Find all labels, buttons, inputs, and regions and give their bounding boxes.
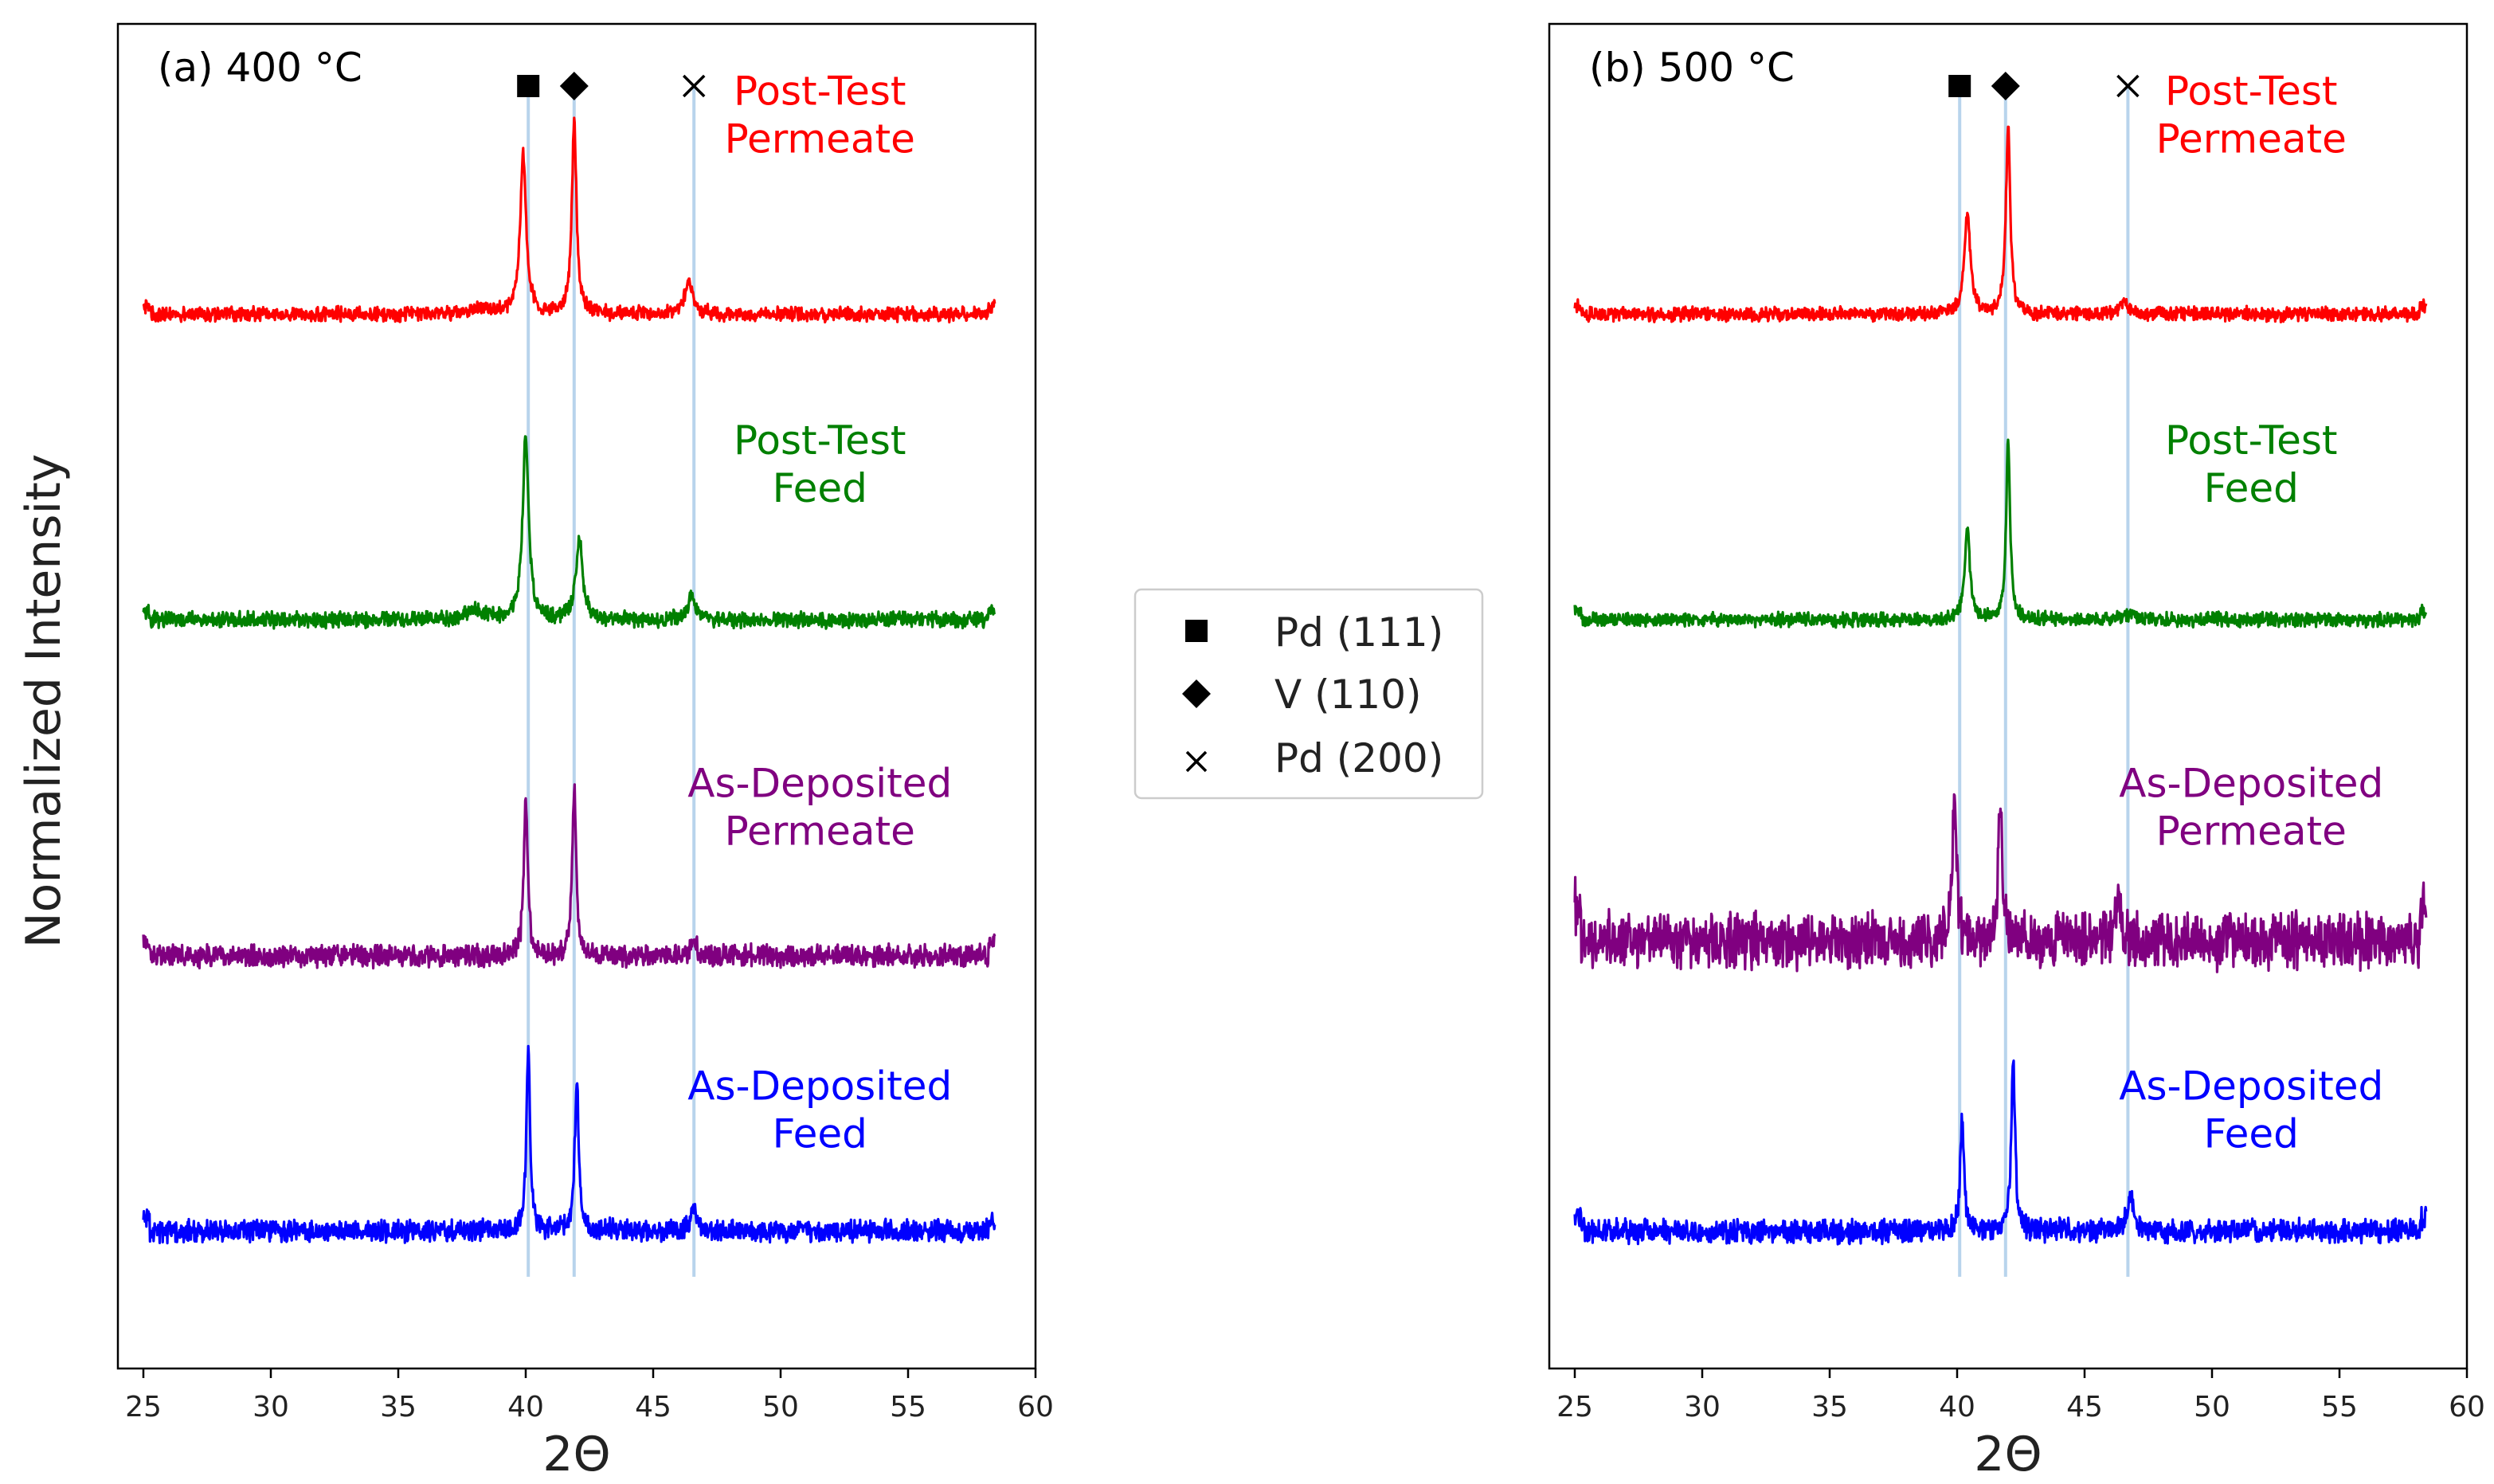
panel-a-400c: Post-Test Permeate Post-Test Feed As-Deposit… xyxy=(116,22,1054,1482)
x-tick-label: 35 xyxy=(1811,1391,1848,1423)
legend-frame xyxy=(1133,588,1484,800)
series-line-as-deposited-feed xyxy=(1573,1059,2428,1246)
series-label-as-deposited-feed: As-Deposited Feed xyxy=(687,1063,952,1157)
legend-cross-icon xyxy=(1185,750,1208,773)
series-line-post-test-permeate xyxy=(1573,125,2428,323)
x-tick-label: 50 xyxy=(762,1391,799,1423)
marker-square-icon xyxy=(517,75,540,97)
series-line-post-test-feed xyxy=(142,435,996,630)
x-tick-label: 45 xyxy=(635,1391,671,1423)
series-label-as-deposited-feed: As-Deposited Feed xyxy=(2119,1063,2383,1157)
plot-frame xyxy=(1548,22,2469,1370)
x-axis-label: 2Θ xyxy=(542,1427,610,1482)
marker-diamond-icon xyxy=(559,72,589,100)
series-line-post-test-permeate xyxy=(142,116,996,324)
x-tick-label: 60 xyxy=(2449,1391,2485,1423)
series-label-post-test-feed: Post-Test Feed xyxy=(734,417,906,511)
x-tick-label: 45 xyxy=(2066,1391,2103,1423)
series-label-post-test-feed: Post-Test Feed xyxy=(2165,417,2338,511)
series-label-as-deposited-permeate: As-Deposited Permeate xyxy=(687,761,952,855)
x-tick-label: 55 xyxy=(2321,1391,2358,1423)
series-label-as-deposited-permeate: As-Deposited Permeate xyxy=(2119,761,2383,855)
x-tick-label: 50 xyxy=(2194,1391,2230,1423)
marker-cross-icon xyxy=(682,74,706,98)
marker-square-icon xyxy=(1948,75,1971,97)
series-label-post-test-permeate: Post-Test Permeate xyxy=(2156,68,2347,162)
panel-title: (a) 400 °C xyxy=(158,45,362,91)
series-label-post-test-permeate: Post-Test Permeate xyxy=(725,68,915,162)
x-tick-label: 30 xyxy=(1684,1391,1721,1423)
panel-b-500c: Post-Test Permeate Post-Test Feed As-Deposit… xyxy=(1548,22,2485,1482)
marker-cross-icon xyxy=(2116,74,2140,98)
x-tick-label: 25 xyxy=(125,1391,162,1423)
marker-diamond-icon xyxy=(1991,72,2020,100)
x-axis-label: 2Θ xyxy=(1974,1427,2042,1482)
legend: Pd (111) V (110) Pd (200) xyxy=(1133,588,1484,800)
legend-square-icon xyxy=(1185,620,1208,642)
panel-title: (b) 500 °C xyxy=(1589,45,1795,91)
x-tick-label: 30 xyxy=(253,1391,289,1423)
legend-label-pd200: Pd (200) xyxy=(1274,735,1443,781)
legend-label-pd111: Pd (111) xyxy=(1274,609,1443,656)
series-line-post-test-feed xyxy=(1573,438,2428,629)
x-tick-label: 55 xyxy=(890,1391,926,1423)
plot-frame xyxy=(116,22,1037,1370)
legend-label-v110: V (110) xyxy=(1274,672,1422,718)
series-line-as-deposited-permeate xyxy=(142,783,996,970)
series-line-as-deposited-feed xyxy=(142,1044,996,1245)
x-tick-label: 40 xyxy=(507,1391,544,1423)
x-tick-label: 60 xyxy=(1017,1391,1054,1423)
x-tick-label: 25 xyxy=(1556,1391,1593,1423)
x-tick-label: 35 xyxy=(380,1391,417,1423)
x-tick-label: 40 xyxy=(1939,1391,1975,1423)
series-line-as-deposited-permeate xyxy=(1573,793,2428,973)
y-axis-label: Normalized Intensity xyxy=(16,454,72,948)
legend-diamond-icon xyxy=(1182,679,1211,708)
